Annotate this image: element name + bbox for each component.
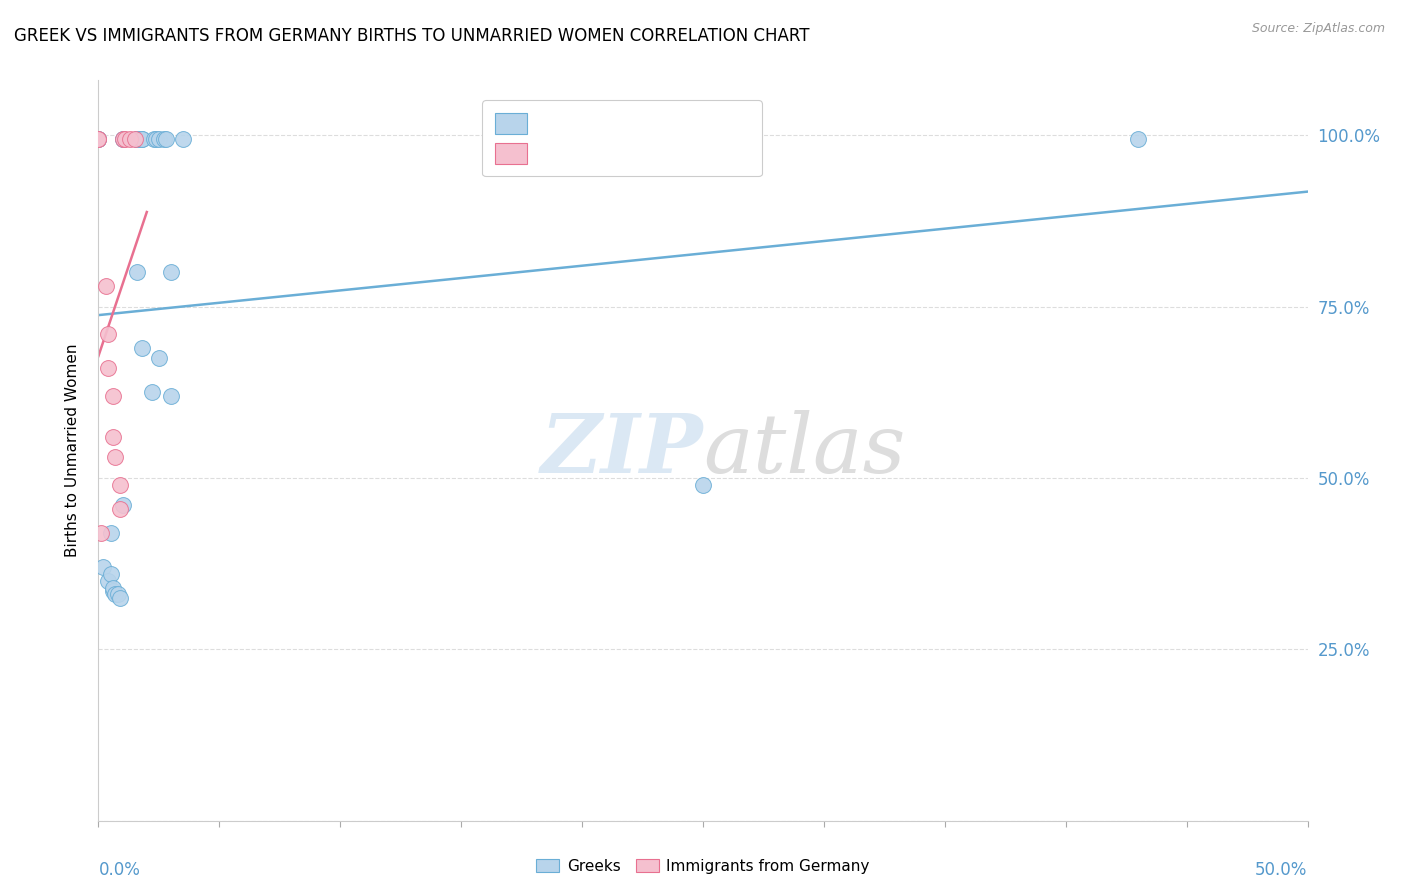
Text: 50.0%: 50.0% <box>1256 862 1308 880</box>
Text: GREEK VS IMMIGRANTS FROM GERMANY BIRTHS TO UNMARRIED WOMEN CORRELATION CHART: GREEK VS IMMIGRANTS FROM GERMANY BIRTHS … <box>14 27 810 45</box>
Point <box>100 525 122 540</box>
Point <box>1128 131 1150 145</box>
Point <box>148 351 170 365</box>
Point <box>131 341 153 355</box>
Point <box>107 587 129 601</box>
Y-axis label: Births to Unmarried Women: Births to Unmarried Women <box>65 343 80 558</box>
Point <box>127 131 149 145</box>
Point <box>118 131 141 145</box>
Point <box>111 131 134 145</box>
Point <box>97 361 120 376</box>
Point <box>172 131 194 145</box>
Text: atlas: atlas <box>703 410 905 491</box>
Text: 15: 15 <box>682 128 706 146</box>
Point <box>127 131 149 145</box>
Point <box>108 591 131 605</box>
Point <box>127 131 149 145</box>
Point <box>87 131 110 145</box>
Text: N =: N = <box>633 103 685 120</box>
Point <box>124 131 146 145</box>
Legend:                                     ,                                     : , <box>482 101 762 177</box>
Point <box>127 265 149 279</box>
Point <box>114 131 136 145</box>
Text: R =: R = <box>540 128 579 146</box>
Point <box>87 131 110 145</box>
Point <box>111 131 134 145</box>
Point <box>87 131 110 145</box>
Point <box>97 574 120 588</box>
Point <box>145 131 167 145</box>
Point <box>131 131 153 145</box>
Text: R =: R = <box>540 103 579 120</box>
Point <box>155 131 177 145</box>
Point <box>94 279 117 293</box>
Text: 0.0%: 0.0% <box>98 862 141 880</box>
Point <box>91 560 114 574</box>
Point <box>90 525 112 540</box>
Point <box>87 131 110 145</box>
Point <box>160 389 183 403</box>
Text: 0.519: 0.519 <box>576 103 633 120</box>
Point <box>692 477 714 491</box>
Point <box>127 131 149 145</box>
Point <box>97 326 120 341</box>
Legend: Greeks, Immigrants from Germany: Greeks, Immigrants from Germany <box>530 853 876 880</box>
Point <box>101 389 124 403</box>
Point <box>108 477 131 491</box>
Point <box>131 131 153 145</box>
Point <box>104 450 127 465</box>
Point <box>160 265 183 279</box>
Point <box>111 498 134 512</box>
Point <box>141 385 163 400</box>
Text: ZIP: ZIP <box>540 410 703 491</box>
Text: 34: 34 <box>682 103 706 120</box>
Point <box>100 566 122 581</box>
Text: N =: N = <box>633 128 685 146</box>
Point <box>101 430 124 444</box>
Point <box>148 131 170 145</box>
Point <box>152 131 174 145</box>
Point <box>108 501 131 516</box>
Text: 0.820: 0.820 <box>576 128 633 146</box>
Point <box>111 131 134 145</box>
Point <box>101 584 124 599</box>
Point <box>104 587 127 601</box>
Point <box>143 131 166 145</box>
Point <box>101 581 124 595</box>
Text: Source: ZipAtlas.com: Source: ZipAtlas.com <box>1251 22 1385 36</box>
Point <box>87 131 110 145</box>
